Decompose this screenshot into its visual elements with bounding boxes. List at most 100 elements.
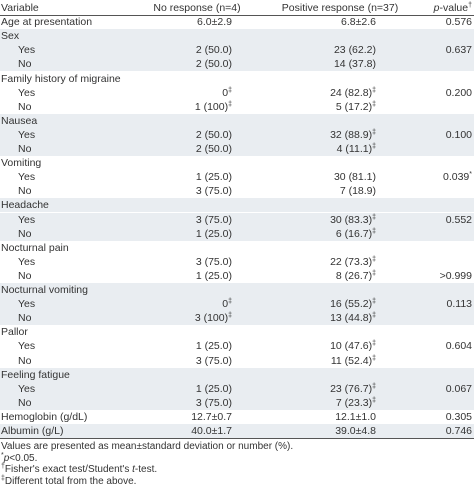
cell: *p<0.05.: [1, 451, 38, 465]
cell: 5 (17.2)‡: [336, 100, 376, 114]
cell: Age at presentation: [1, 16, 93, 29]
cell: 12.1±1.0: [335, 410, 376, 423]
table-row: No 1 (25.0) 8 (26.7)‡ >0.999: [0, 269, 474, 283]
cell: 0.067: [445, 382, 472, 395]
text-part: ‡: [372, 255, 376, 263]
text-part: ‡: [372, 298, 376, 306]
cell: Yes: [18, 255, 36, 268]
table-row: Vomiting: [0, 156, 474, 170]
cell: 30 (83.3)‡: [330, 213, 376, 227]
cell: 2 (50.0): [195, 58, 232, 71]
cell: No response (n=4): [153, 2, 241, 14]
text-part: Different total from the above.: [4, 475, 137, 487]
cell: 0.576: [445, 16, 472, 29]
cell: Yes: [18, 213, 36, 226]
cell: 0.100: [445, 128, 472, 141]
cell: 24 (82.8)‡: [330, 86, 376, 100]
cell: No: [18, 354, 32, 367]
cell: Nocturnal vomiting: [1, 284, 88, 296]
cell: 14 (37.8): [333, 58, 376, 71]
text-part: ‡: [372, 312, 376, 320]
text-part: 5 (17.2): [335, 100, 373, 113]
text-part: †: [1, 463, 5, 471]
cell: No: [18, 312, 32, 325]
text-part: 1 (100): [194, 100, 229, 113]
cell: Positive response (n=37): [281, 2, 399, 14]
cell: 6.8±2.6: [341, 16, 376, 29]
cell: 13 (44.8)‡: [330, 311, 376, 325]
text-part: *: [469, 171, 472, 179]
cell: 0.113: [446, 298, 473, 311]
table-row: Yes 0‡ 24 (82.8)‡ 0.200: [0, 86, 474, 100]
table-row: No 2 (50.0) 4 (11.1)‡: [0, 142, 474, 157]
text-part: ‡: [228, 312, 232, 320]
cell: Nausea: [1, 114, 38, 127]
cell: †Fisher's exact test/Student's t-test.: [1, 463, 157, 476]
table-row: No 3 (75.0) 11 (52.4)‡: [0, 354, 474, 368]
text-part: <0.05.: [9, 452, 38, 464]
text-part: ‡: [372, 213, 376, 221]
text-part: 32 (88.9): [330, 128, 373, 141]
cell: 0‡: [222, 86, 232, 100]
cell: Hemoglobin (g/dL): [1, 410, 88, 423]
cell: 0.200: [445, 86, 472, 99]
footnote: †Fisher's exact test/Student's t-test.: [1, 463, 157, 476]
cell: No: [18, 58, 32, 71]
cell: 6.0±2.9: [197, 16, 232, 29]
text-part: 23 (76.7): [330, 382, 373, 395]
cell: 1 (25.0): [195, 269, 232, 282]
text-part: 0: [222, 298, 229, 311]
cell: 10 (47.6)‡: [330, 339, 376, 353]
cell: 39.0±4.8: [335, 425, 376, 437]
cell: No: [18, 269, 32, 282]
cell: Values are presented as mean±standard de…: [1, 441, 294, 453]
cell: 6 (16.7)‡: [336, 227, 376, 241]
text-part: *: [1, 451, 4, 459]
text-part: 7 (23.3): [335, 396, 373, 409]
text-part: ‡: [372, 382, 376, 390]
footnote: ‡Different total from the above.: [1, 474, 137, 488]
text-part: ‡: [372, 269, 376, 277]
cell: No: [18, 396, 32, 409]
cell: ‡Different total from the above.: [1, 474, 137, 488]
text-part: 13 (44.8): [330, 312, 373, 325]
table-row: Yes 1 (25.0) 23 (76.7)‡ 0.067: [0, 381, 474, 396]
text-part: 3 (100): [194, 312, 229, 325]
text-part: ‡: [372, 396, 376, 404]
text-part: ‡: [228, 100, 232, 108]
table-row: Yes 2 (50.0) 23 (62.2) 0.637: [0, 43, 474, 58]
cell: 0.604: [445, 340, 472, 353]
table-row: No 2 (50.0) 14 (37.8): [0, 57, 474, 72]
text-part: 8 (26.7): [335, 269, 373, 282]
table-row: Sex: [0, 29, 474, 44]
table-row: Family history of migraine: [0, 72, 474, 86]
cell: 3 (75.0): [195, 255, 232, 268]
cell: Yes: [18, 44, 36, 57]
table-row: Nocturnal pain: [0, 241, 474, 255]
cell: 3 (75.0): [195, 396, 232, 409]
cell: >0.999: [439, 269, 472, 282]
cell: 2 (50.0): [195, 44, 232, 57]
cell: Albumin (g/L): [1, 425, 64, 437]
text-part: 4 (11.1): [336, 143, 373, 155]
cell: 0.552: [445, 213, 472, 226]
text-part: ‡: [372, 227, 376, 235]
cell: Pallor: [1, 326, 28, 339]
table-row: No 1 (100)‡ 5 (17.2)‡: [0, 100, 474, 114]
cell: 3 (75.0): [195, 354, 232, 367]
cell: 1 (25.0): [195, 340, 232, 353]
cell: 12.7±0.7: [191, 410, 232, 423]
cell: No: [18, 185, 32, 198]
text-part: ‡: [372, 128, 376, 136]
table-row: Age at presentation 6.0±2.9 6.8±2.6 0.576: [0, 15, 474, 29]
text-part: ‡: [1, 474, 5, 482]
footnote: *p<0.05.: [1, 451, 38, 465]
table-row: Nausea: [0, 113, 474, 128]
cell: 4 (11.1)‡: [337, 142, 376, 156]
text-part: p: [433, 2, 440, 14]
cell: 0.746: [445, 425, 472, 437]
cell: 30 (81.1): [333, 171, 376, 184]
text-part: t: [132, 464, 135, 476]
table-row: Yes 0‡ 16 (55.2)‡ 0.113: [0, 297, 474, 312]
